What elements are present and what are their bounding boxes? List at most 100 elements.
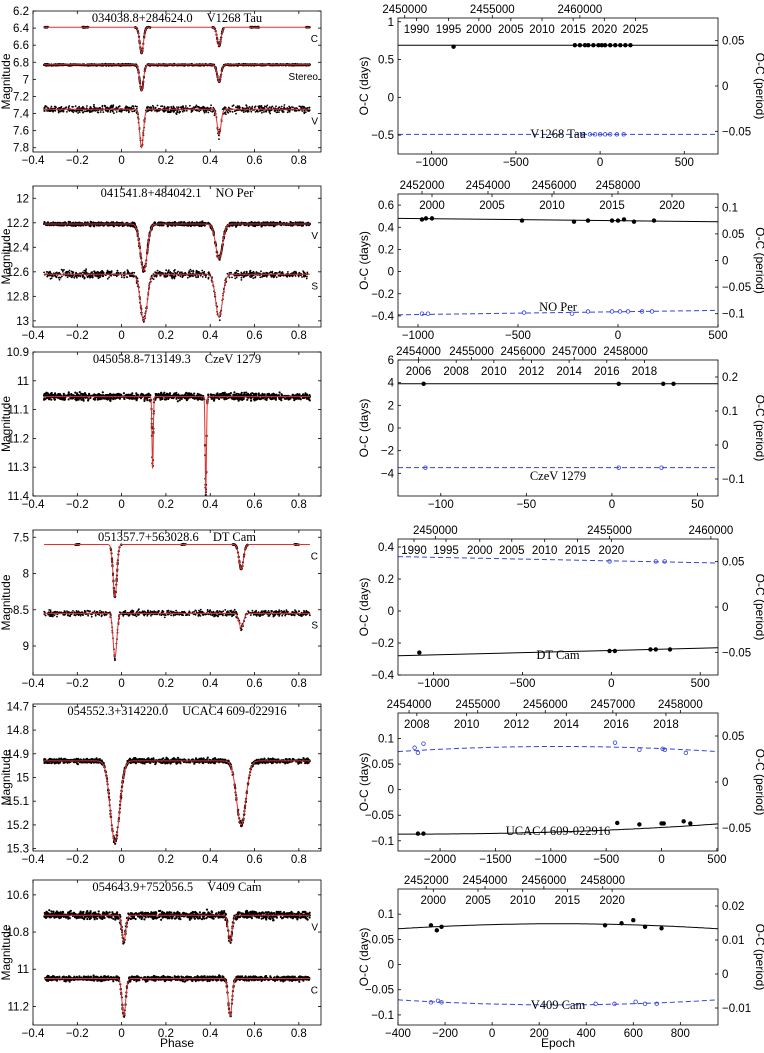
data-point <box>85 268 87 271</box>
data-point <box>83 277 86 279</box>
data-point <box>58 110 61 112</box>
data-point <box>66 276 69 279</box>
data-point <box>167 397 170 401</box>
data-point <box>275 111 278 114</box>
data-point <box>278 271 280 274</box>
data-point <box>197 275 200 278</box>
data-point <box>300 221 303 224</box>
data-point <box>106 270 109 272</box>
data-point <box>133 271 136 274</box>
data-point <box>126 106 128 109</box>
data-points-main <box>43 391 311 496</box>
data-point <box>96 107 98 110</box>
data-point <box>291 275 294 278</box>
data-point <box>131 271 134 274</box>
data-point <box>124 106 127 109</box>
data-point <box>54 393 57 396</box>
data-point <box>198 110 201 113</box>
ylabel: Magnitude <box>0 53 13 109</box>
data-point <box>283 106 285 108</box>
data-point <box>171 277 174 280</box>
data-point <box>194 106 197 108</box>
data-point <box>177 270 180 273</box>
data-point <box>72 271 75 274</box>
data-point <box>111 110 114 113</box>
data-point <box>118 397 121 400</box>
data-point <box>159 274 162 277</box>
data-point <box>279 275 282 278</box>
data-point <box>55 275 58 278</box>
data-point <box>251 275 254 277</box>
data-point <box>168 111 171 114</box>
data-point <box>125 105 127 108</box>
data-point <box>166 110 169 112</box>
data-point <box>43 398 46 401</box>
data-point <box>66 111 68 113</box>
data-point <box>67 391 70 394</box>
data-point <box>70 270 73 273</box>
data-point <box>185 399 188 402</box>
model-curve-C <box>44 26 310 54</box>
data-point <box>197 393 200 397</box>
data-point <box>102 111 105 113</box>
data-point <box>68 110 71 112</box>
data-point <box>275 276 278 279</box>
plot-area <box>43 391 311 496</box>
data-point <box>122 392 125 395</box>
curve-label: Stereo <box>289 72 319 83</box>
data-point <box>142 321 145 323</box>
y-tick-label: 6.6 <box>13 40 29 52</box>
data-point <box>191 110 194 112</box>
data-point <box>147 393 150 396</box>
data-point <box>92 109 95 112</box>
data-point <box>250 399 253 402</box>
data-point <box>251 105 254 108</box>
data-point <box>256 109 259 112</box>
data-point <box>263 275 266 277</box>
data-point <box>156 104 159 107</box>
y-tick-label: 12.4 <box>7 242 30 254</box>
data-point <box>68 269 71 272</box>
data-point <box>69 396 72 399</box>
data-point <box>128 274 131 277</box>
data-point <box>278 391 281 394</box>
data-point <box>280 393 283 396</box>
data-point <box>209 110 212 112</box>
data-point <box>63 269 65 271</box>
data-point <box>67 106 70 109</box>
lightcurve-panel-2: 045058.8-713149.3 CzeV 1279−0.4 −0.2 0 0.2 0.… <box>0 347 322 511</box>
data-point <box>49 272 52 274</box>
data-point <box>180 221 183 224</box>
data-point <box>108 224 111 227</box>
data-point <box>193 392 196 395</box>
data-point <box>49 109 52 112</box>
data-point <box>308 399 311 402</box>
y-tick-label: 6.8 <box>13 57 29 69</box>
data-point <box>296 393 299 396</box>
data-point <box>117 107 119 110</box>
y-tick-label: 6.4 <box>13 23 30 35</box>
plot-area <box>43 25 311 149</box>
data-point <box>87 399 90 402</box>
data-point <box>238 274 240 277</box>
data-point <box>172 221 175 224</box>
data-point <box>125 110 128 112</box>
data-point <box>207 276 210 279</box>
data-point <box>120 276 123 278</box>
data-point <box>182 106 185 109</box>
data-point <box>262 221 265 224</box>
data-point <box>247 393 250 397</box>
data-point <box>308 106 311 109</box>
data-point <box>252 277 255 279</box>
data-point <box>205 274 207 277</box>
data-point <box>47 109 50 112</box>
data-point <box>54 221 57 224</box>
data-point <box>70 109 73 112</box>
data-point <box>296 221 299 224</box>
data-point <box>168 393 171 396</box>
data-point <box>252 270 255 273</box>
data-point <box>152 106 155 109</box>
data-point <box>167 271 170 274</box>
data-point <box>175 112 178 114</box>
